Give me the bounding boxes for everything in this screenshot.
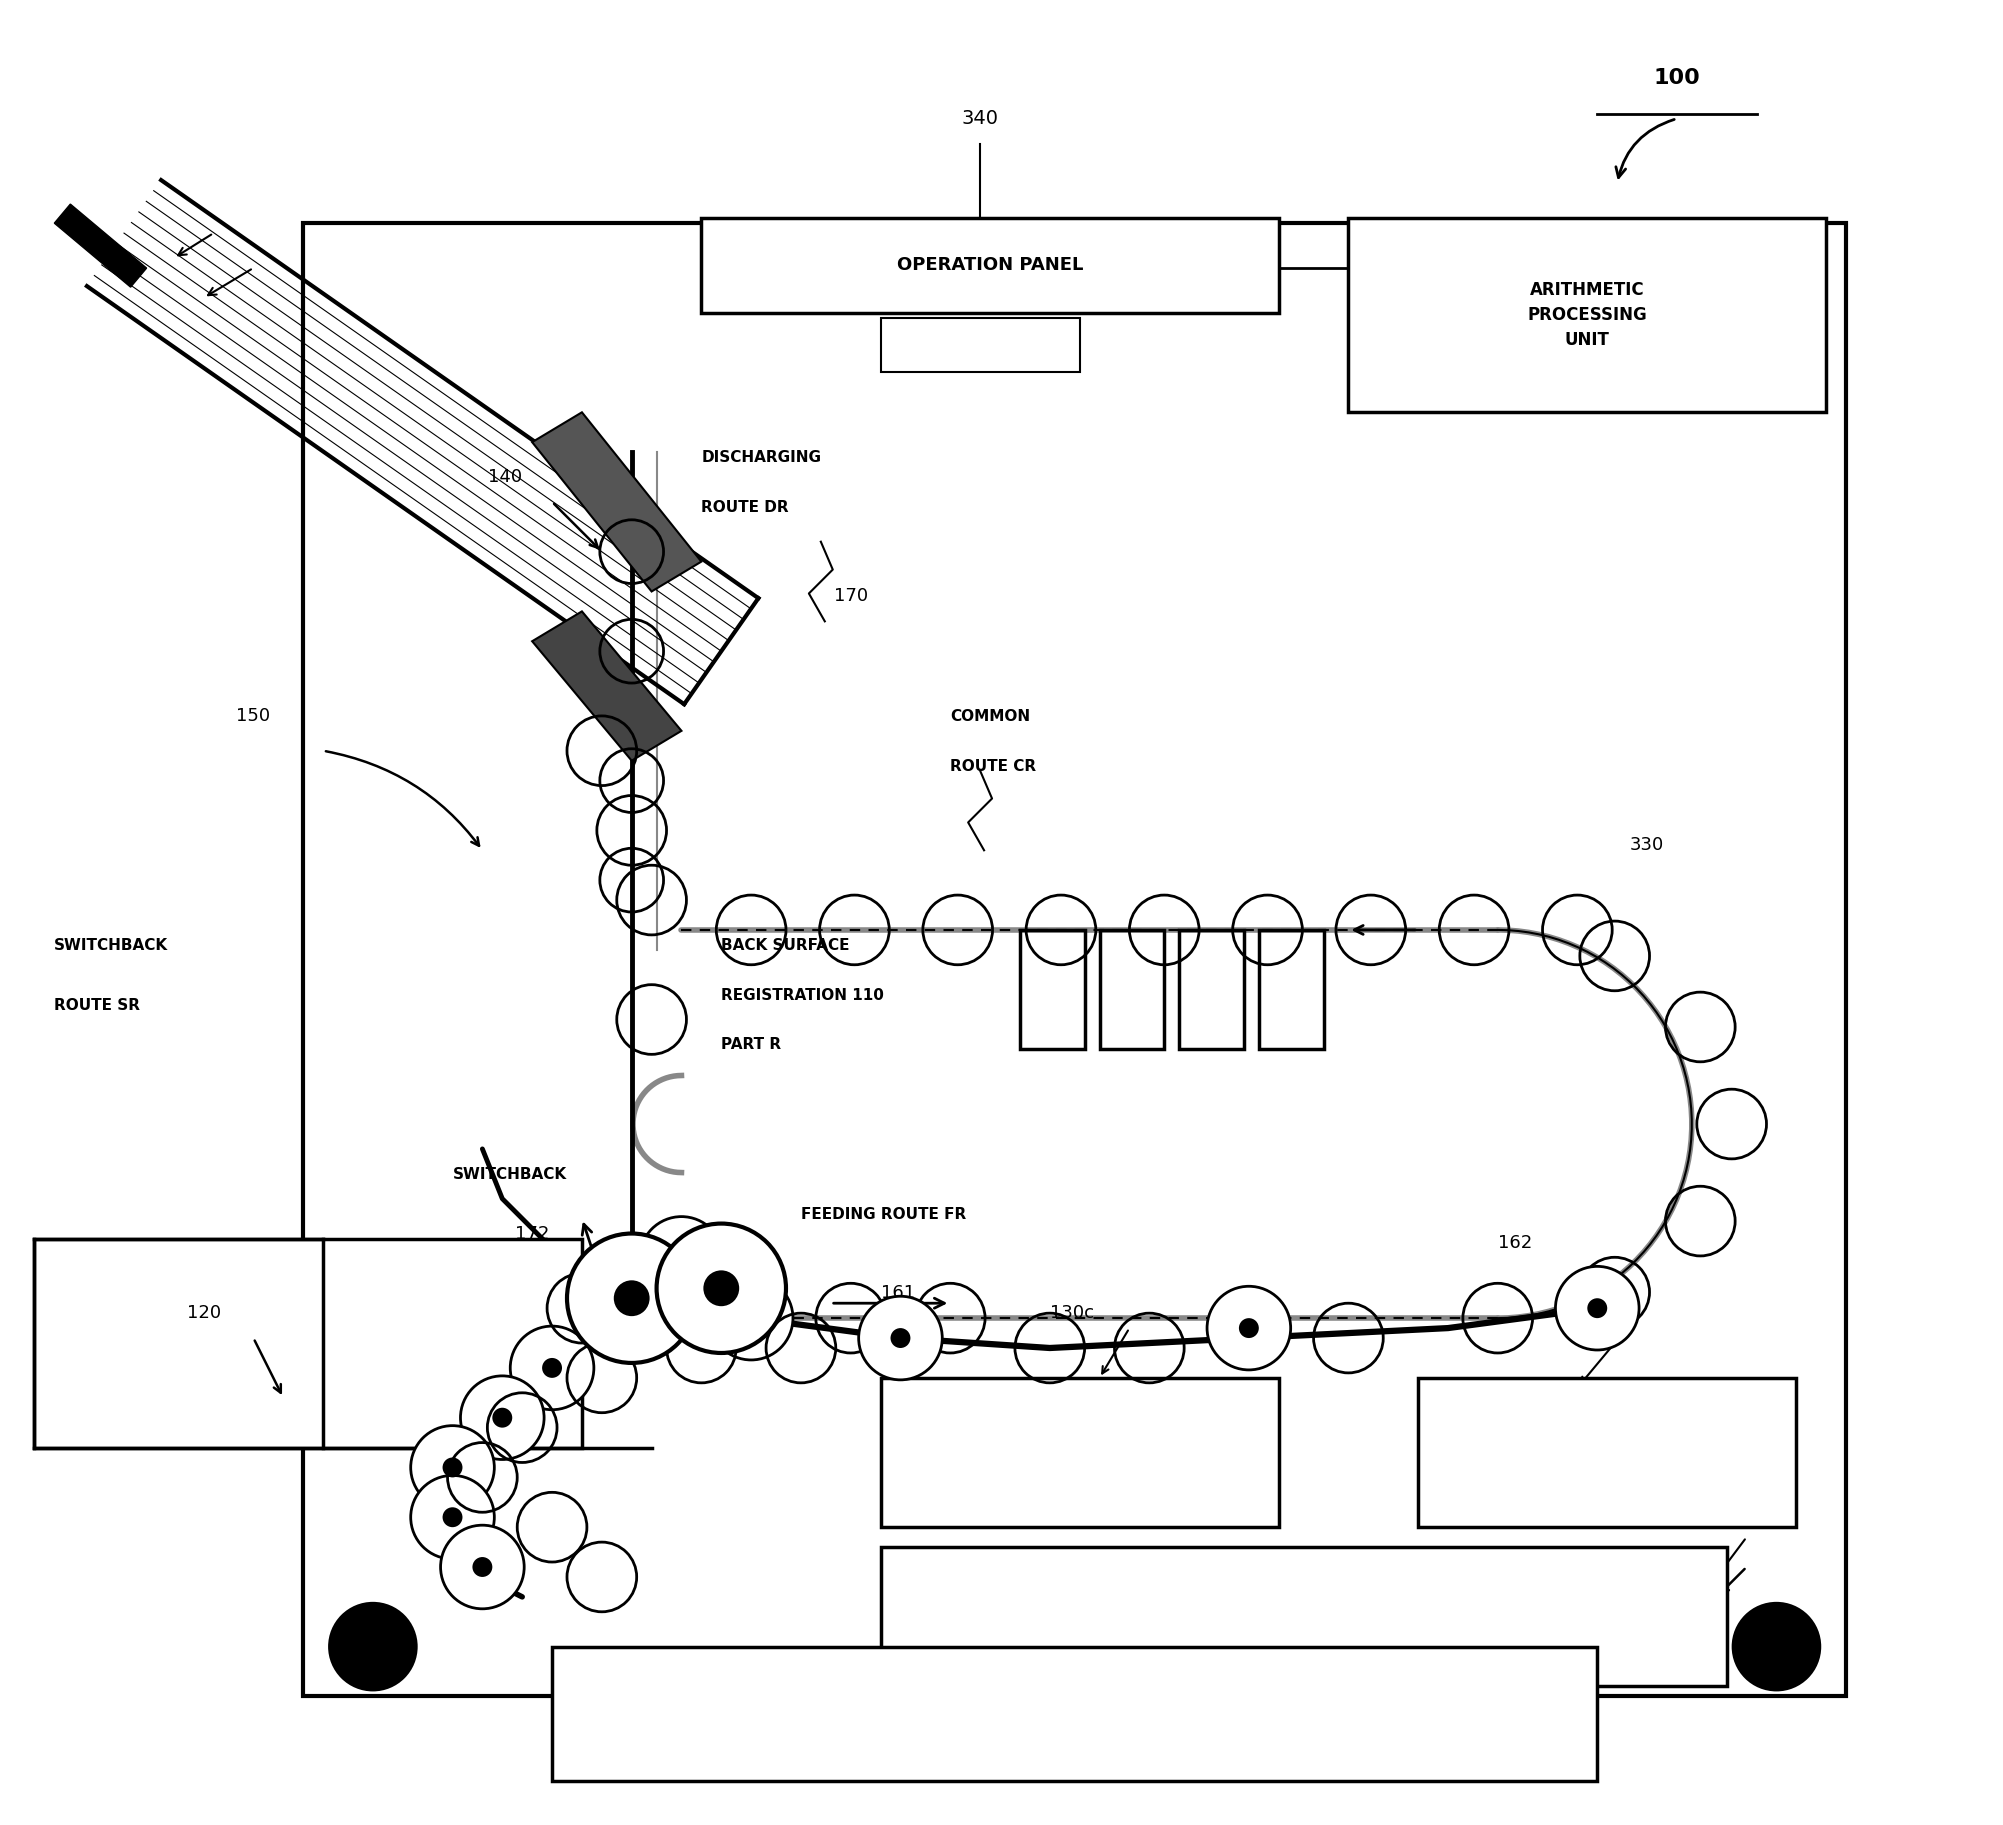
- Bar: [1348, 219, 1827, 412]
- Text: 160: 160: [1596, 1314, 1630, 1332]
- Bar: [553, 1646, 1596, 1781]
- Circle shape: [441, 1526, 525, 1610]
- Circle shape: [543, 1358, 563, 1378]
- Text: 162: 162: [1498, 1234, 1532, 1252]
- Circle shape: [859, 1296, 941, 1380]
- Bar: [1258, 931, 1324, 1049]
- Circle shape: [443, 1507, 463, 1528]
- Circle shape: [443, 1458, 463, 1478]
- Bar: [881, 318, 1080, 372]
- Circle shape: [1208, 1287, 1290, 1371]
- Circle shape: [328, 1602, 419, 1692]
- Text: ROUTE CR: ROUTE CR: [949, 759, 1036, 774]
- Text: 130b: 130b: [1318, 1613, 1364, 1632]
- Text: 161: 161: [881, 1285, 915, 1303]
- Text: DISCHARGING: DISCHARGING: [701, 451, 821, 465]
- Bar: [54, 204, 146, 287]
- Text: ROUTE SR: ROUTE SR: [54, 998, 140, 1013]
- Text: 330: 330: [1630, 836, 1664, 854]
- Text: 130a: 130a: [1677, 1513, 1723, 1531]
- Text: 170: 170: [833, 588, 867, 606]
- Circle shape: [1586, 1298, 1606, 1318]
- Circle shape: [473, 1557, 493, 1577]
- Circle shape: [609, 1256, 693, 1340]
- Text: FEEDING ROUTE FR: FEEDING ROUTE FR: [801, 1206, 965, 1221]
- Text: 120: 120: [186, 1305, 220, 1321]
- Text: REGISTRATION 110: REGISTRATION 110: [721, 987, 883, 1002]
- Circle shape: [703, 1270, 739, 1307]
- Bar: [1180, 931, 1244, 1049]
- Text: ARITHMETIC
PROCESSING
UNIT: ARITHMETIC PROCESSING UNIT: [1528, 281, 1646, 349]
- Circle shape: [411, 1425, 495, 1509]
- Text: ROUTE DR: ROUTE DR: [701, 500, 789, 515]
- Text: BACK SURFACE: BACK SURFACE: [721, 938, 849, 953]
- Text: 130d: 130d: [1576, 1285, 1622, 1303]
- Circle shape: [641, 1288, 661, 1309]
- Bar: [34, 1239, 583, 1447]
- Bar: [302, 223, 1847, 1697]
- Circle shape: [567, 1234, 697, 1363]
- Circle shape: [741, 1309, 761, 1329]
- Text: 100: 100: [1654, 68, 1701, 88]
- Polygon shape: [533, 412, 701, 591]
- Circle shape: [639, 1217, 723, 1299]
- Bar: [881, 1378, 1278, 1528]
- Circle shape: [411, 1475, 495, 1559]
- Circle shape: [1556, 1267, 1638, 1350]
- Circle shape: [657, 1223, 785, 1352]
- Polygon shape: [533, 611, 681, 761]
- Circle shape: [1733, 1602, 1821, 1692]
- Bar: [1020, 931, 1084, 1049]
- Circle shape: [671, 1248, 691, 1268]
- Circle shape: [613, 1281, 649, 1316]
- Bar: [881, 1548, 1727, 1686]
- Bar: [701, 219, 1278, 312]
- Text: SWITCHBACK: SWITCHBACK: [453, 1166, 567, 1183]
- Text: 150: 150: [236, 706, 270, 725]
- Text: COMMON: COMMON: [949, 708, 1030, 725]
- Bar: [1418, 1378, 1797, 1528]
- Text: 172: 172: [515, 1225, 549, 1243]
- Circle shape: [461, 1376, 545, 1460]
- Circle shape: [1240, 1318, 1258, 1338]
- Circle shape: [709, 1276, 793, 1360]
- Text: OPERATION PANEL: OPERATION PANEL: [897, 257, 1084, 274]
- Circle shape: [891, 1329, 911, 1349]
- Circle shape: [493, 1407, 513, 1427]
- Text: 340: 340: [961, 110, 999, 128]
- Bar: [1100, 931, 1164, 1049]
- Text: 140: 140: [489, 467, 523, 485]
- Circle shape: [511, 1327, 593, 1409]
- Text: SWITCHBACK: SWITCHBACK: [54, 938, 168, 953]
- Text: PART R: PART R: [721, 1037, 781, 1053]
- Text: 130c: 130c: [1050, 1305, 1094, 1321]
